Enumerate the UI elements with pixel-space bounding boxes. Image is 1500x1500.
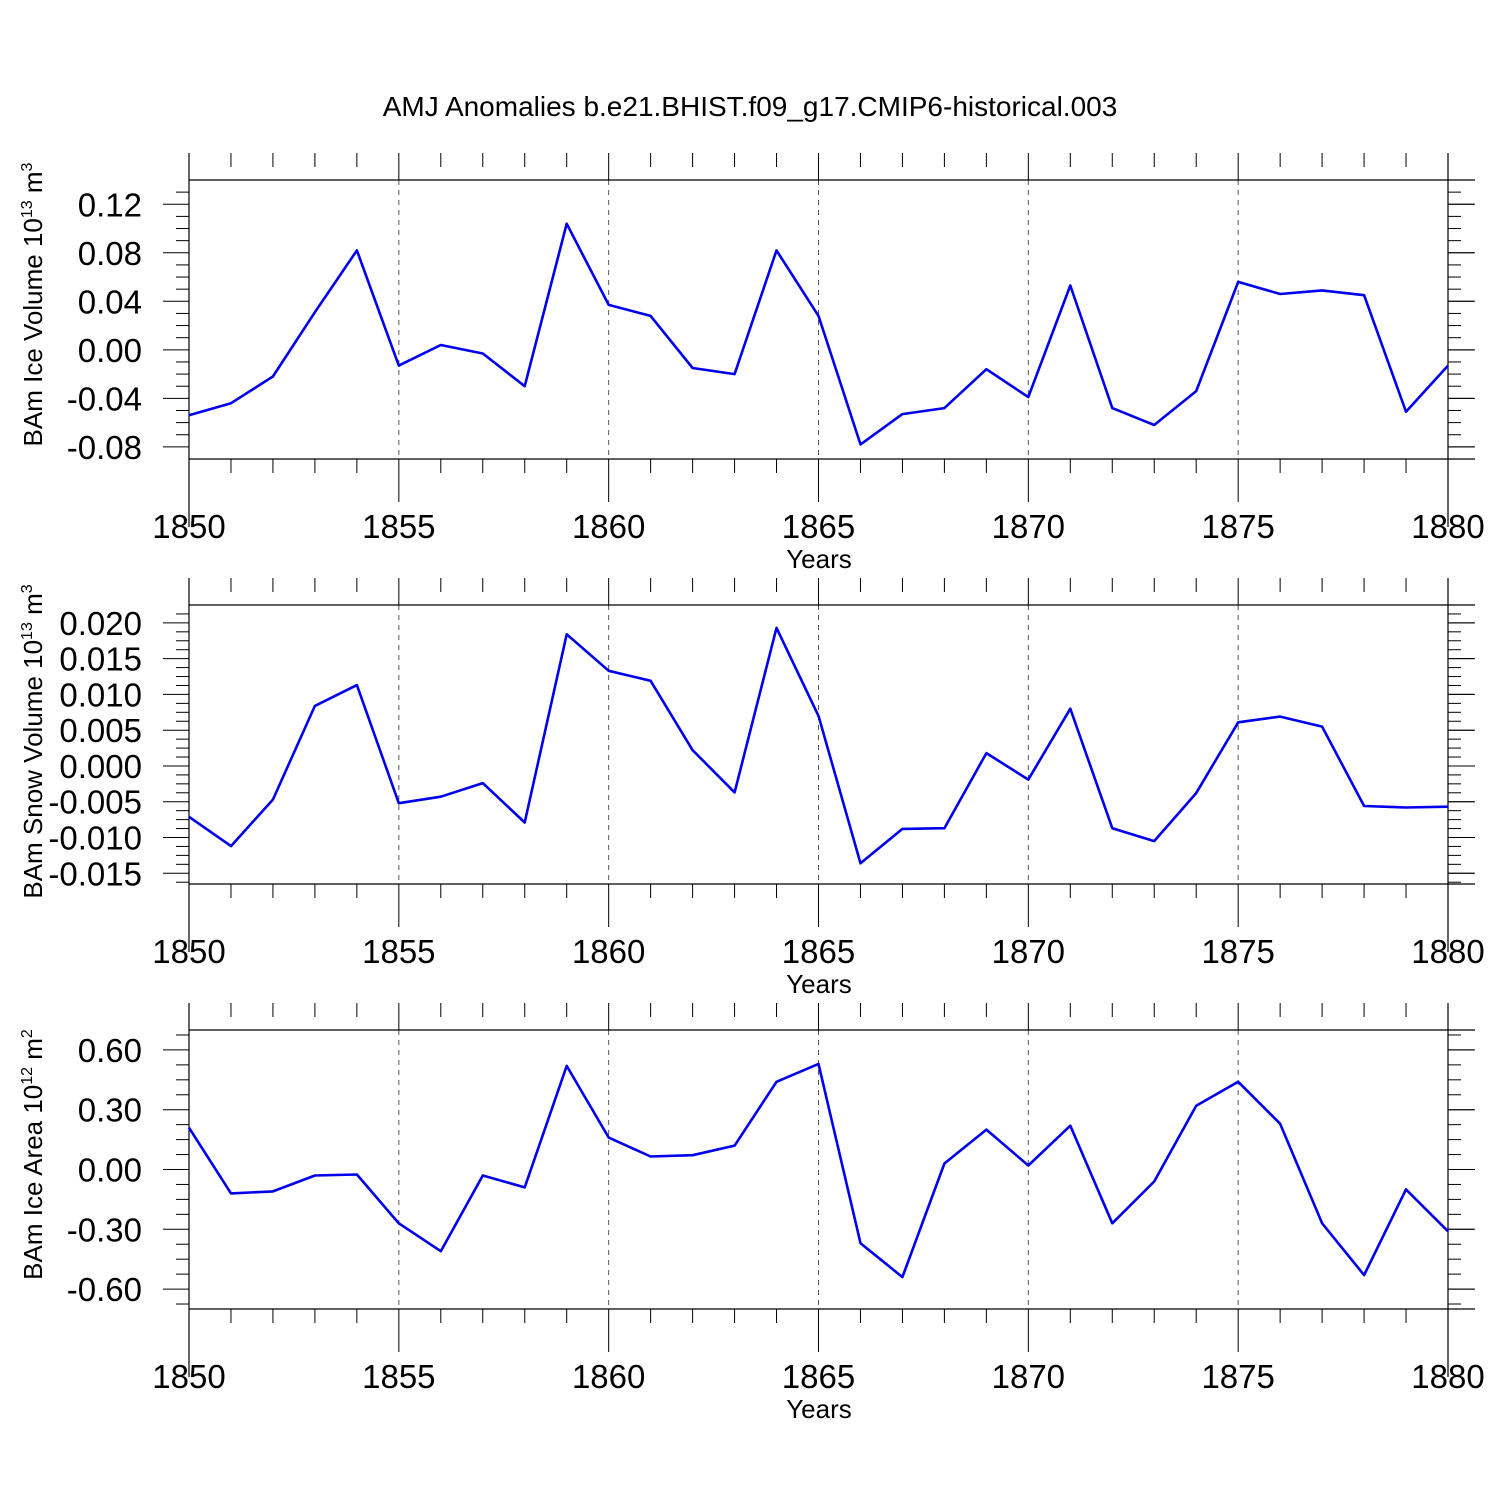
y-tick-label: 0.015 xyxy=(59,641,142,678)
y-axis-label: BAm Snow Volume 1013 m3 xyxy=(18,584,48,898)
y-tick-label: 0.08 xyxy=(78,235,142,272)
y-tick-label: 0.04 xyxy=(78,283,142,320)
y-tick-label: -0.60 xyxy=(67,1271,142,1308)
y-tick-label: -0.010 xyxy=(48,820,142,857)
y-tick-label: 0.020 xyxy=(59,605,142,642)
series-line xyxy=(188,222,1449,446)
y-tick-label: 0.30 xyxy=(78,1092,142,1129)
x-tick-label: 1865 xyxy=(782,508,855,545)
y-tick-label: 0.005 xyxy=(59,712,142,749)
x-tick-label: 1850 xyxy=(152,933,225,970)
x-axis-label: Years xyxy=(786,544,852,574)
panel-1: 1850 1855 1860 1865 1870 1875 1880 Years 0.12 0.0… xyxy=(18,153,1485,574)
x-tick-label: 1855 xyxy=(362,508,435,545)
y-tick-label: -0.005 xyxy=(48,784,142,821)
x-tick-label: 1870 xyxy=(992,933,1065,970)
x-axis-label: Years xyxy=(786,969,852,999)
x-tick-label: 1850 xyxy=(152,1358,225,1395)
series-line xyxy=(187,1062,1449,1279)
y-axis-label: BAm Ice Volume 1013 m3 xyxy=(18,162,48,446)
x-axis-label: Years xyxy=(786,1394,852,1424)
x-tick-label: 1880 xyxy=(1411,508,1484,545)
x-tick-label: 1875 xyxy=(1201,508,1274,545)
y-tick-label: 0.000 xyxy=(59,748,142,785)
x-tick-label: 1855 xyxy=(362,1358,435,1395)
x-tick-label: 1870 xyxy=(992,508,1065,545)
y-tick-label: -0.30 xyxy=(67,1211,142,1248)
y-tick-label: -0.04 xyxy=(67,380,142,417)
y-axis-label: BAm Ice Area 1012 m2 xyxy=(18,1029,48,1280)
x-tick-label: 1850 xyxy=(152,508,225,545)
y-tick-label: 0.12 xyxy=(78,186,142,223)
y-tick-label: -0.08 xyxy=(67,429,142,466)
x-tick-label: 1875 xyxy=(1201,933,1274,970)
x-tick-label: 1860 xyxy=(572,1358,645,1395)
x-tick-label: 1875 xyxy=(1201,1358,1274,1395)
x-tick-label: 1860 xyxy=(572,508,645,545)
y-tick-label: 0.00 xyxy=(78,1152,142,1189)
y-tick-label: 0.60 xyxy=(78,1032,142,1069)
x-tick-label: 1880 xyxy=(1411,933,1484,970)
x-tick-label: 1865 xyxy=(782,933,855,970)
panel-2: 1850 1855 1860 1865 1870 1875 1880Years0.0200.… xyxy=(18,578,1485,999)
panel-3: 1850 1855 1860 1865 1870 1875 1880 Years 0.60 0.3… xyxy=(18,1003,1485,1424)
y-tick-label: 0.010 xyxy=(59,676,142,713)
x-tick-label: 1865 xyxy=(782,1358,855,1395)
y-tick-label: -0.015 xyxy=(48,855,142,892)
x-tick-label: 1860 xyxy=(572,933,645,970)
panels: 1850 1855 1860 1865 1870 1875 1880 Years 0.12 0.0… xyxy=(18,153,1485,1424)
chart-title: AMJ Anomalies b.e21.BHIST.f09_g17.CMIP6-… xyxy=(383,91,1118,122)
x-tick-label: 1880 xyxy=(1411,1358,1484,1395)
x-tick-label: 1870 xyxy=(992,1358,1065,1395)
series-line xyxy=(188,626,1449,865)
y-tick-label: 0.00 xyxy=(78,332,142,369)
x-tick-label: 1855 xyxy=(362,933,435,970)
